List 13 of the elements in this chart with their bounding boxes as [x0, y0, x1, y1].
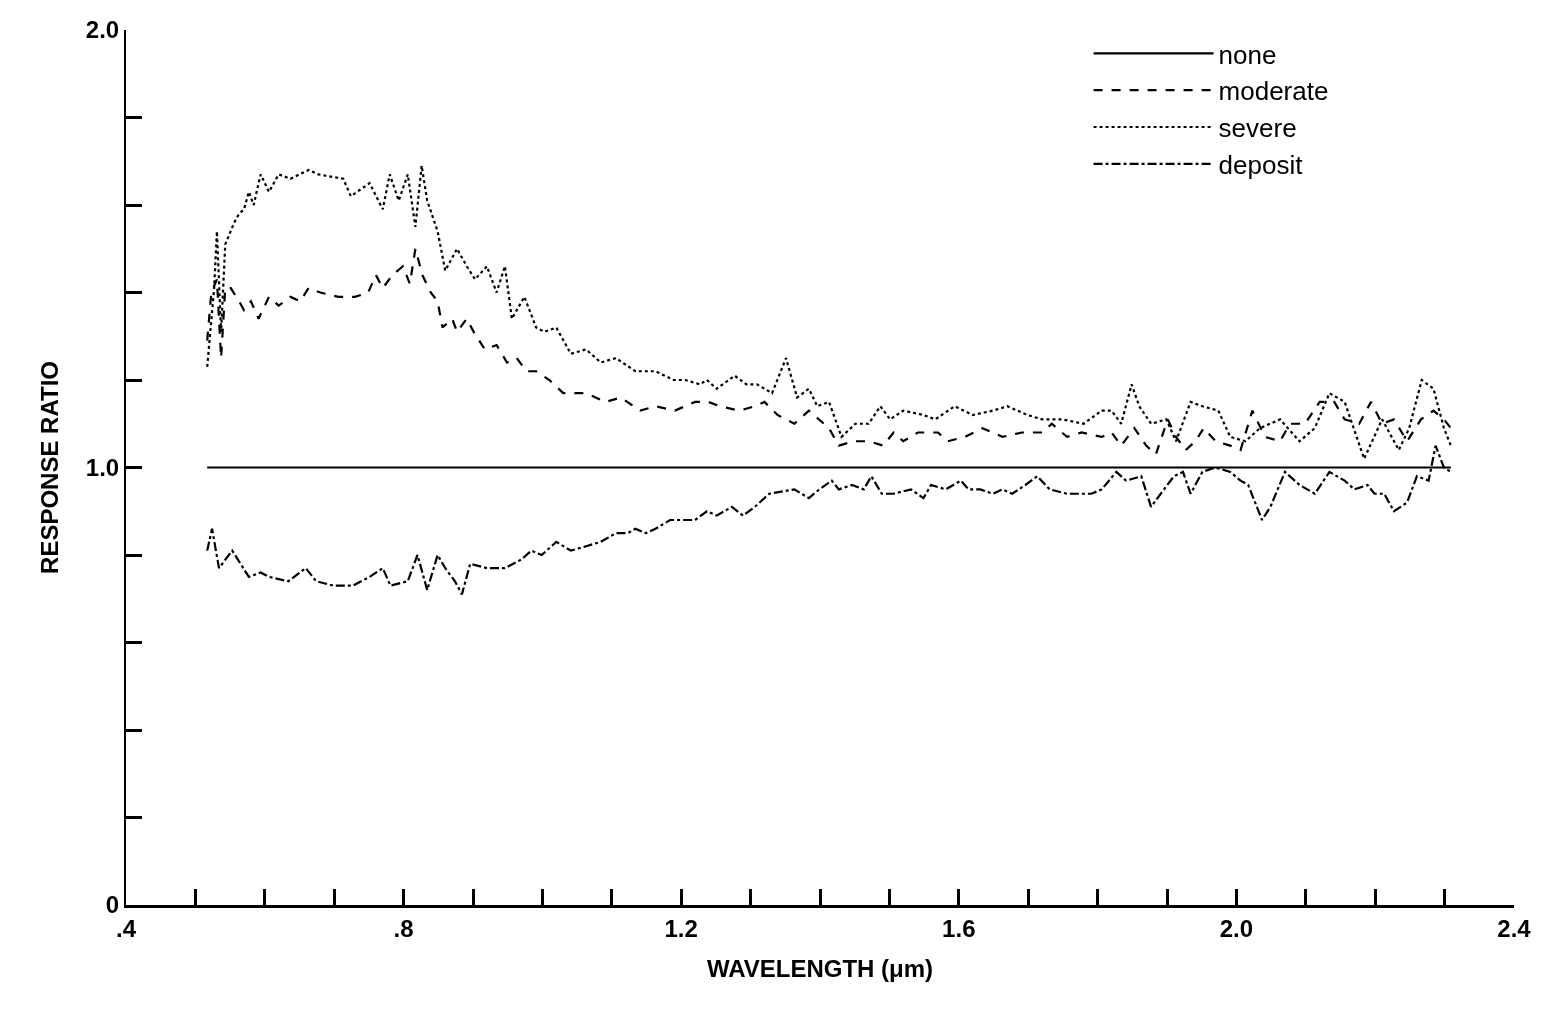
x-tick-label: 1.2 — [664, 914, 698, 942]
y-tick-label: 1.0 — [85, 453, 120, 481]
legend-label: none — [1218, 39, 1277, 70]
y-tick-label: 2.0 — [85, 16, 120, 44]
legend-label: severe — [1218, 113, 1297, 144]
x-tick-label: 2.0 — [1219, 914, 1254, 942]
legend-label: moderate — [1218, 76, 1329, 107]
x-axis-title: WAVELENGTH (μm) — [706, 955, 934, 983]
legend-label: deposit — [1218, 149, 1304, 180]
x-tick-label: .8 — [393, 914, 414, 942]
y-axis-title: RESPONSE RATIO — [36, 361, 64, 574]
x-tick-label: 2.4 — [1497, 914, 1532, 942]
x-tick-label: 1.6 — [942, 914, 976, 942]
